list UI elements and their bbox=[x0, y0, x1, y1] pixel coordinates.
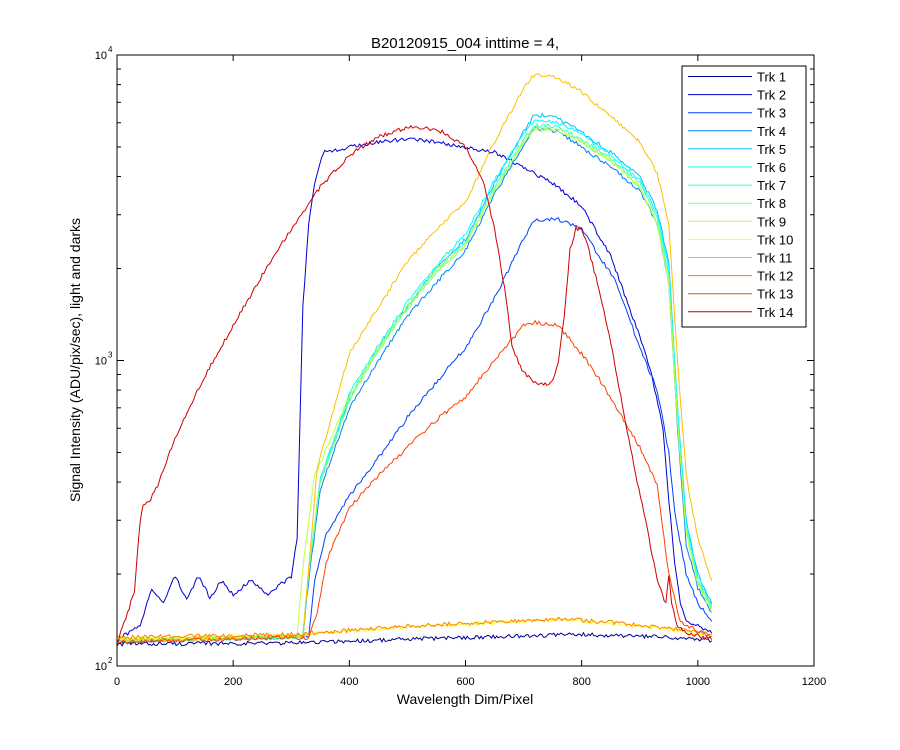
legend-box bbox=[681, 65, 807, 328]
x-tick-label-0: 0 bbox=[114, 676, 120, 688]
legend-label-11: Trk 11 bbox=[757, 251, 792, 266]
legend: Trk 1 Trk 2 Trk 3 Trk 4 Trk 5 Trk 6 Trk 7 Trk 8… bbox=[681, 65, 807, 328]
x-tick-label-4: 800 bbox=[572, 676, 590, 688]
series-line-14 bbox=[116, 124, 713, 643]
y-tick-exponent-2: 4 bbox=[108, 45, 113, 54]
series-line-11 bbox=[116, 73, 713, 644]
x-tick-label-2: 400 bbox=[340, 676, 358, 688]
y-tick-exponent-1: 3 bbox=[108, 351, 113, 360]
x-axis-label: Wavelength Dim/Pixel bbox=[397, 691, 533, 707]
series-line-12 bbox=[116, 616, 712, 640]
legend-label-9: Trk 9 bbox=[757, 214, 786, 229]
legend-label-6: Trk 6 bbox=[757, 160, 786, 175]
legend-label-10: Trk 10 bbox=[757, 232, 793, 247]
x-tick-label-5: 1000 bbox=[686, 676, 710, 688]
legend-label-7: Trk 7 bbox=[757, 178, 786, 193]
series-line-13 bbox=[116, 319, 712, 644]
legend-label-4: Trk 4 bbox=[757, 124, 786, 139]
legend-label-14: Trk 14 bbox=[757, 305, 793, 320]
x-tick-label-6: 1200 bbox=[802, 676, 826, 688]
legend-label-1: Trk 1 bbox=[757, 70, 786, 85]
x-tick-label-3: 600 bbox=[456, 676, 474, 688]
series-group bbox=[116, 73, 713, 647]
x-axis-ticks: 0 200 400 600 800 1000 1200 bbox=[114, 55, 826, 688]
chart-title: B20120915_004 inttime = 4, bbox=[371, 35, 559, 52]
x-tick-label-1: 200 bbox=[224, 676, 242, 688]
plot-border bbox=[116, 54, 815, 667]
legend-label-2: Trk 2 bbox=[757, 88, 786, 103]
legend-label-12: Trk 12 bbox=[757, 269, 793, 284]
y-tick-label-0: 10 bbox=[95, 661, 107, 673]
legend-label-3: Trk 3 bbox=[757, 106, 786, 121]
y-tick-exponent-0: 2 bbox=[108, 656, 113, 665]
y-axis-label: Signal Intensity (ADU/pix/sec), light an… bbox=[67, 218, 83, 502]
legend-label-8: Trk 8 bbox=[757, 196, 786, 211]
legend-label-13: Trk 13 bbox=[757, 287, 793, 302]
y-tick-label-2: 10 bbox=[95, 50, 107, 62]
series-line-1 bbox=[116, 631, 713, 647]
legend-label-5: Trk 5 bbox=[757, 142, 786, 157]
series-line-2 bbox=[116, 137, 713, 642]
y-tick-label-1: 10 bbox=[95, 356, 107, 368]
